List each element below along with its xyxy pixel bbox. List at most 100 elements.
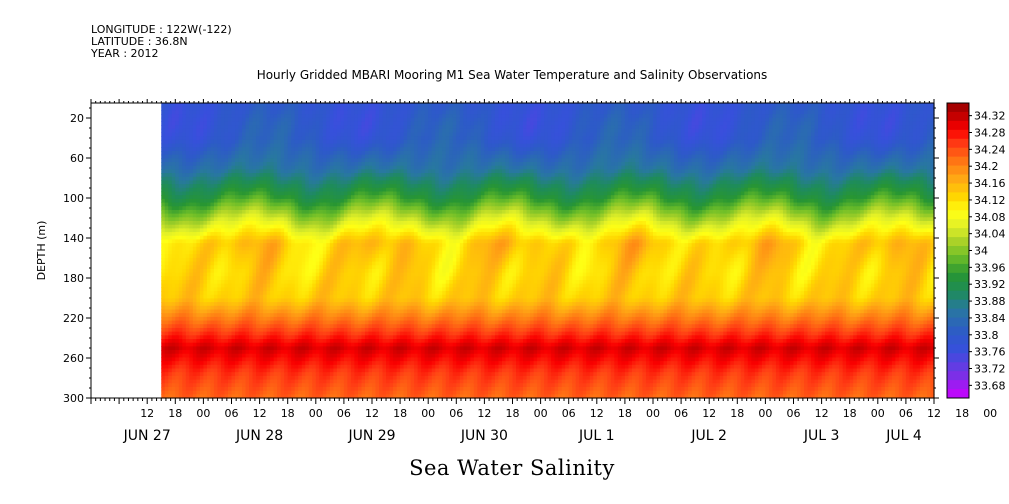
field-cell	[361, 228, 366, 233]
field-cell	[245, 143, 250, 148]
field-cell	[357, 132, 363, 137]
field-cell	[343, 386, 349, 392]
field-cell	[364, 235, 370, 241]
field-cell	[312, 386, 317, 392]
field-cell	[196, 250, 201, 255]
field-cell	[340, 217, 345, 222]
field-cell	[175, 386, 180, 392]
field-cell	[171, 235, 176, 241]
field-cell	[192, 136, 197, 141]
field-cell	[168, 217, 173, 222]
field-cell	[375, 154, 380, 159]
field-cell	[301, 103, 306, 108]
field-cell	[168, 221, 173, 226]
field-cell	[270, 254, 275, 259]
field-cell	[213, 254, 219, 259]
field-cell	[372, 125, 377, 130]
field-cell	[372, 150, 377, 156]
field-cell	[277, 357, 282, 362]
field-cell	[235, 346, 240, 351]
field-cell	[305, 357, 310, 362]
field-cell	[305, 121, 310, 126]
field-cell	[178, 176, 183, 182]
field-cell	[291, 206, 296, 211]
field-cell	[245, 246, 250, 252]
field-cell	[322, 298, 327, 303]
field-cell	[263, 394, 268, 399]
field-cell	[227, 110, 233, 115]
field-cell	[273, 228, 278, 233]
field-cell	[235, 121, 240, 126]
field-cell	[305, 361, 310, 366]
field-cell	[375, 335, 380, 340]
field-cell	[245, 136, 250, 141]
field-cell	[322, 246, 327, 252]
field-cell	[231, 243, 236, 248]
field-cell	[252, 287, 257, 292]
field-cell	[347, 320, 352, 325]
field-cell	[379, 143, 384, 148]
field-cell	[182, 364, 187, 370]
field-cell	[213, 324, 219, 329]
field-cell	[168, 246, 173, 252]
field-cell	[291, 165, 296, 170]
field-cell	[256, 280, 261, 285]
field-cell	[298, 383, 303, 388]
field-cell	[175, 198, 180, 204]
field-cell	[350, 272, 356, 277]
field-cell	[361, 390, 366, 395]
field-cell	[242, 202, 247, 207]
field-cell	[199, 121, 204, 126]
field-cell	[291, 342, 296, 347]
field-cell	[182, 165, 187, 170]
field-cell	[284, 335, 289, 340]
field-cell	[361, 375, 366, 381]
field-cell	[312, 305, 317, 311]
field-cell	[249, 117, 254, 123]
field-cell	[242, 346, 247, 351]
field-cell	[259, 357, 264, 362]
field-cell	[277, 198, 282, 204]
field-cell	[238, 165, 243, 170]
field-cell	[249, 346, 254, 351]
field-cell	[263, 313, 268, 318]
field-cell	[178, 350, 183, 355]
field-cell	[368, 350, 373, 355]
field-cell	[203, 158, 208, 163]
field-cell	[277, 364, 282, 370]
field-cell	[277, 173, 282, 178]
field-cell	[235, 357, 240, 362]
field-cell	[312, 383, 317, 388]
field-cell	[161, 246, 166, 252]
field-cell	[182, 302, 187, 307]
field-cell	[178, 213, 183, 218]
field-cell	[322, 254, 327, 259]
field-cell	[235, 128, 240, 134]
field-cell	[224, 283, 229, 288]
field-cell	[340, 103, 345, 108]
field-cell	[305, 291, 310, 296]
field-cell	[210, 276, 215, 281]
field-cell	[245, 268, 250, 274]
field-cell	[361, 316, 366, 322]
field-cell	[252, 302, 257, 307]
field-cell	[350, 320, 356, 325]
field-cell	[196, 335, 201, 340]
field-cell	[266, 173, 271, 178]
field-cell	[256, 305, 261, 311]
field-cell	[203, 383, 208, 388]
field-cell	[273, 298, 278, 303]
field-cell	[368, 346, 373, 351]
field-cell	[354, 342, 359, 347]
field-cell	[259, 128, 264, 134]
field-cell	[301, 361, 306, 366]
field-cell	[164, 243, 169, 248]
field-cell	[284, 261, 289, 266]
field-cell	[161, 103, 166, 108]
field-cell	[206, 280, 212, 285]
field-cell	[270, 169, 275, 174]
field-cell	[354, 217, 359, 222]
field-cell	[242, 272, 247, 277]
field-cell	[277, 106, 282, 111]
field-cell	[213, 265, 219, 270]
